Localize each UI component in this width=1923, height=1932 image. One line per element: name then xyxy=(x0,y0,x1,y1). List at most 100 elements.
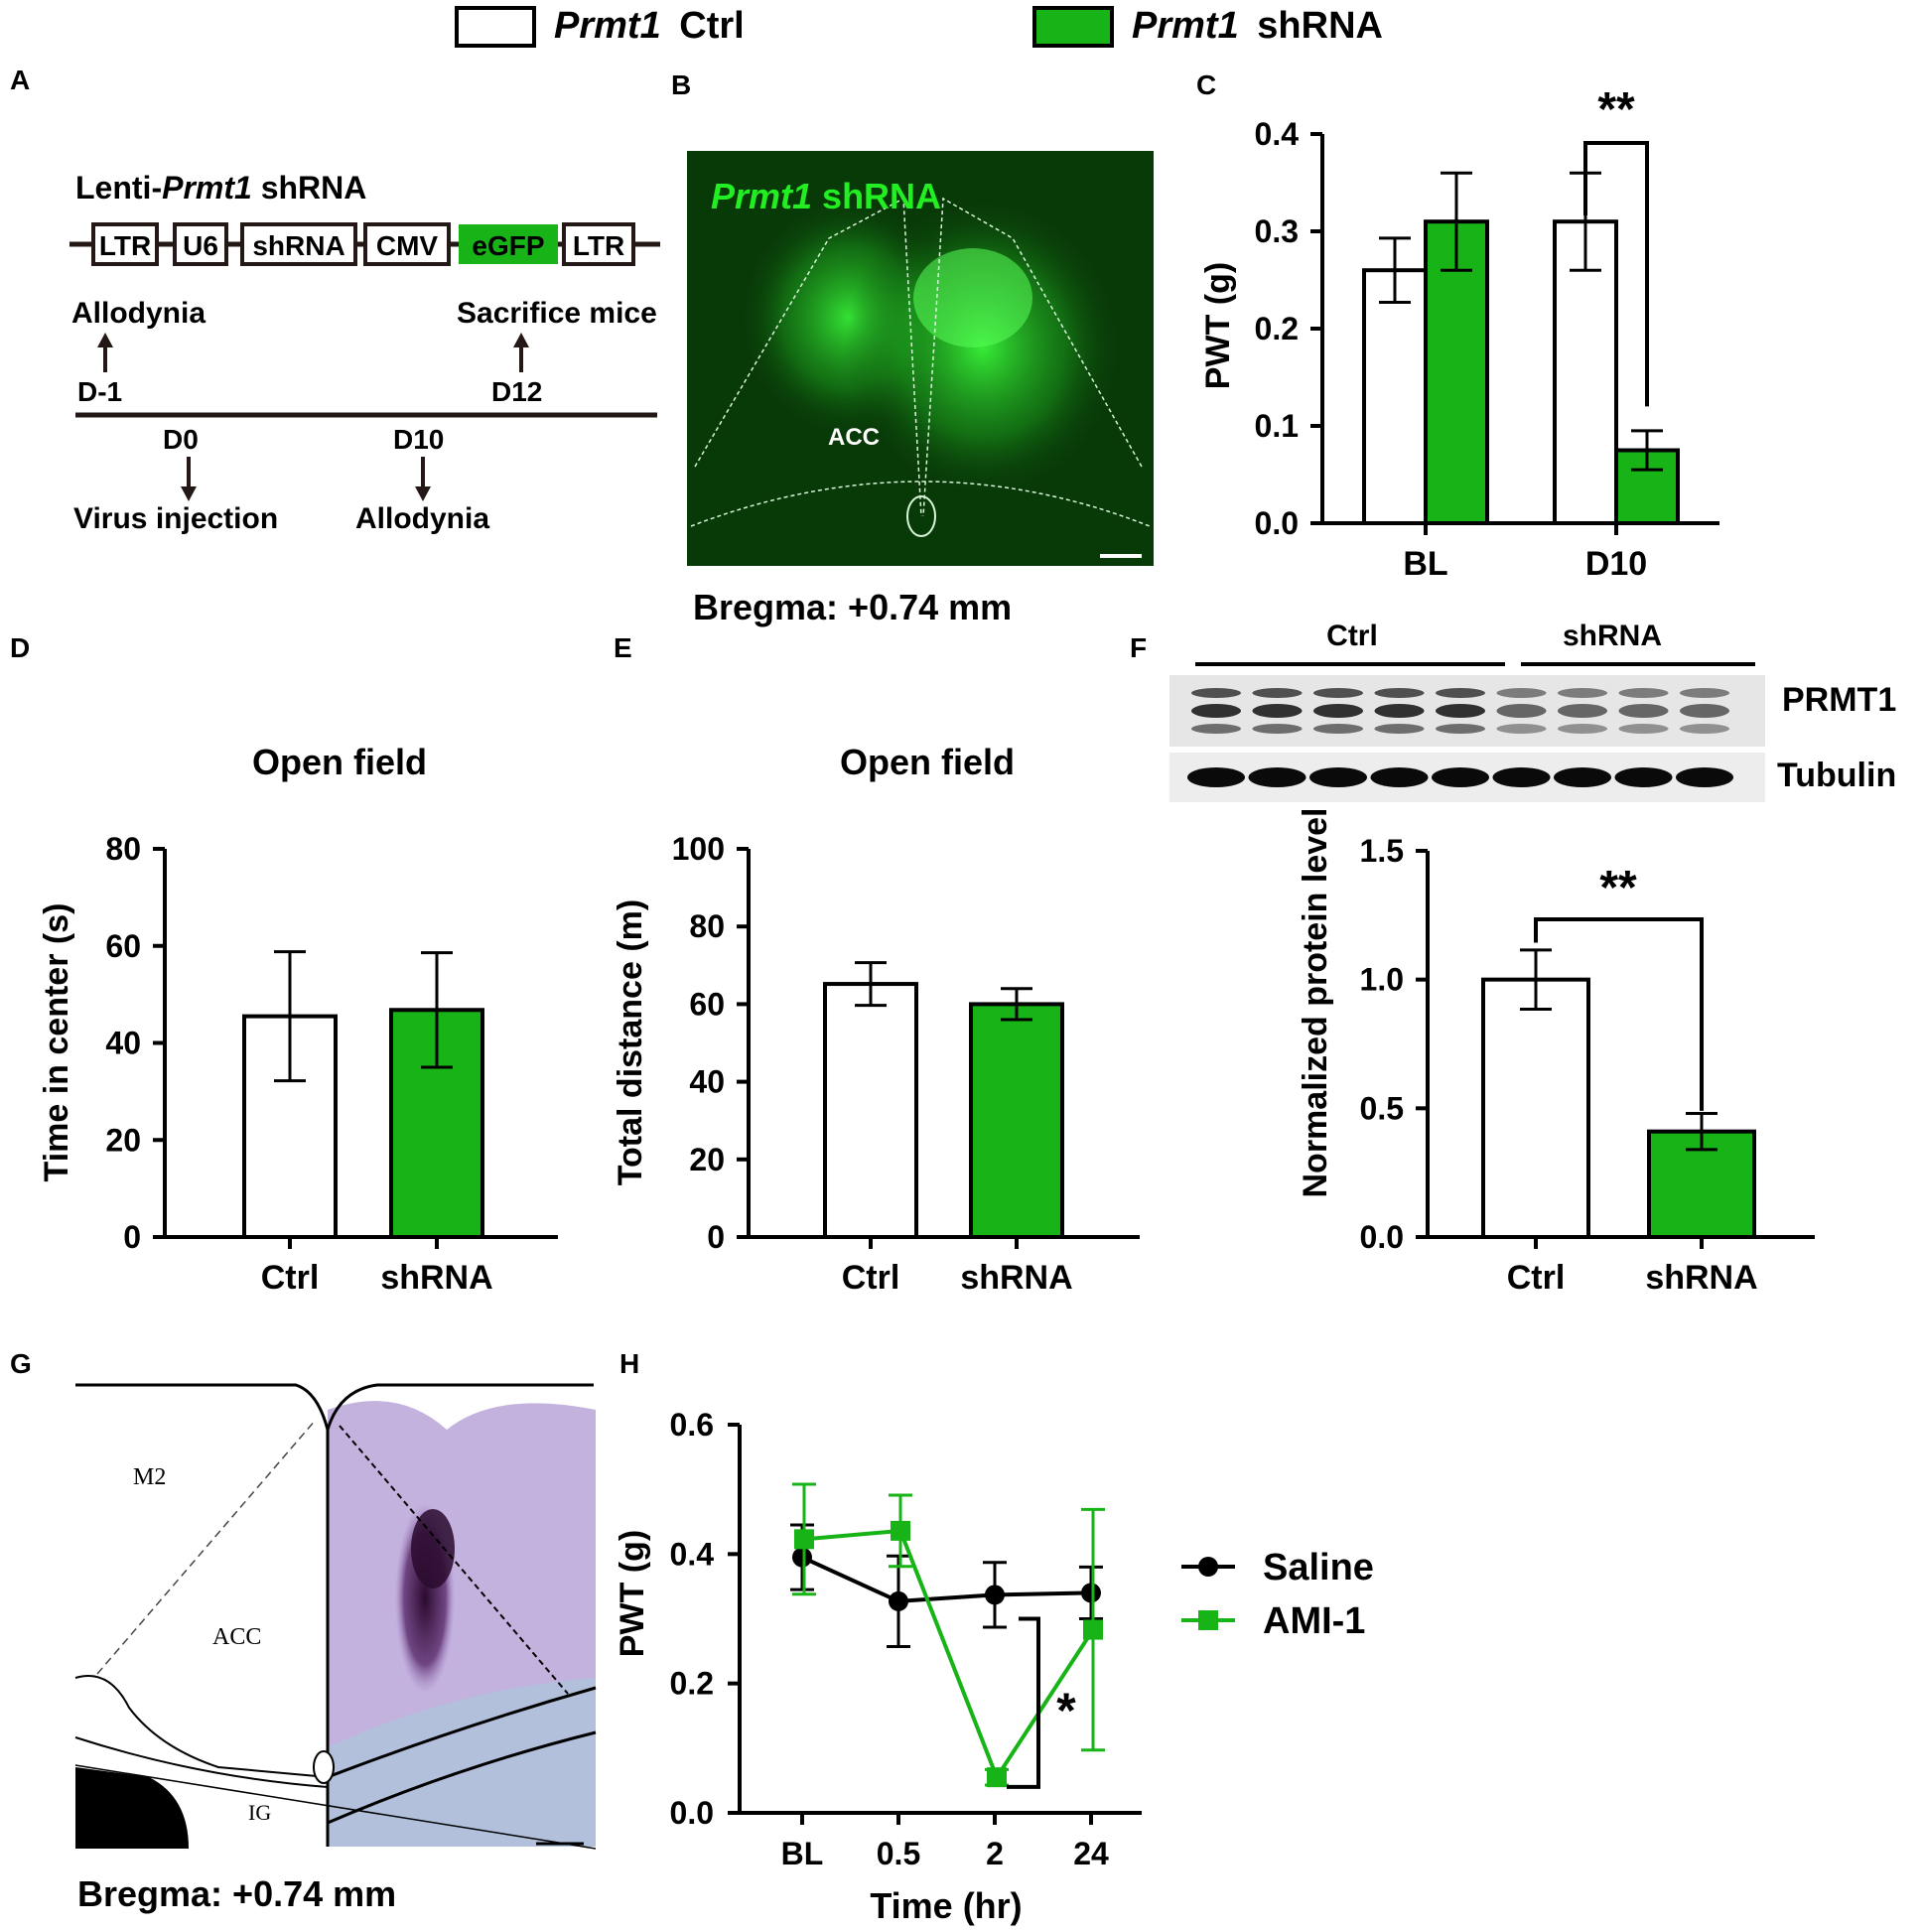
y-tick-label: 0 xyxy=(707,1219,725,1255)
x-tick-label: D10 xyxy=(1585,545,1647,583)
event-label-d12: Sacrifice mice xyxy=(457,297,657,330)
bar-ctrl xyxy=(1481,977,1590,1240)
panel-b-micrograph: Prmt1 shRNA ACC xyxy=(687,151,1154,566)
series-line-ami-1 xyxy=(803,1528,1095,1782)
atlas-dorsal-edge xyxy=(326,1383,594,1431)
blot-tubulin-band xyxy=(1370,767,1429,787)
chart-e: Open field Total distance (m) 0 20 40 60 80 1… xyxy=(612,742,1140,1297)
legend-marker xyxy=(1198,1557,1218,1577)
significance-f: ** xyxy=(1599,862,1637,914)
construct-label-2: shRNA xyxy=(252,230,344,261)
blot-tubulin-band xyxy=(1676,767,1733,787)
y-tick-label: 0.4 xyxy=(1255,116,1300,152)
blot-prmt1-band-upper xyxy=(1496,688,1547,698)
legend-marker xyxy=(1198,1610,1218,1630)
legend-label-ami-1: AMI-1 xyxy=(1263,1600,1365,1642)
blot-prmt1-band-main xyxy=(1191,704,1241,718)
event-label-dm1: Allodynia xyxy=(71,297,206,330)
region-label-acc: ACC xyxy=(828,424,880,451)
y-tick-label: 1.0 xyxy=(1360,962,1404,998)
blot-prmt1-band-main xyxy=(1252,704,1303,718)
legend-ctrl-label: Ctrl xyxy=(679,5,744,47)
blot-prmt1-band-upper xyxy=(1252,688,1303,698)
significance-bracket-h xyxy=(1007,1616,1040,1789)
panel-label-c: C xyxy=(1196,69,1216,100)
event-label-d0: Virus injection xyxy=(73,502,278,535)
blot-prmt1-band-main xyxy=(1680,704,1729,718)
arrowhead-d12 xyxy=(513,333,529,347)
blot-tubulin-band xyxy=(1614,767,1673,787)
region-label-m2: M2 xyxy=(133,1464,166,1490)
atlas-cc-right-lower xyxy=(327,1730,597,1825)
legend-shrna-gene: Prmt1 xyxy=(1132,5,1239,47)
chart-h-xlabel: Time (hr) xyxy=(870,1885,1022,1926)
top-legend: Prmt1 Ctrl Prmt1 shRNA xyxy=(455,5,1383,48)
blot-prmt1-band-upper xyxy=(1313,688,1363,698)
point-saline xyxy=(1081,1583,1101,1603)
blot-prmt1-band-upper xyxy=(1680,688,1729,698)
event-label-d10: Allodynia xyxy=(355,502,489,535)
blot-prmt1-band-main xyxy=(1558,704,1607,718)
y-tick-label: 20 xyxy=(689,1142,725,1177)
y-tick-label: 100 xyxy=(672,831,725,867)
panel-label-g: G xyxy=(10,1348,32,1379)
chart-h-ylabel: PWT (g) xyxy=(614,1530,651,1657)
blot-prmt1-band-upper xyxy=(1436,688,1485,698)
point-ami-1 xyxy=(987,1767,1007,1788)
svg-text:Prmt1 shRNA: Prmt1 shRNA xyxy=(711,176,941,216)
x-tick-label: 0.5 xyxy=(877,1836,920,1871)
construct-box-3 xyxy=(363,222,451,266)
blot-prmt1-band-upper xyxy=(1558,688,1607,698)
panel-label-h: H xyxy=(619,1348,639,1379)
blot-prmt1-band-lower xyxy=(1191,724,1241,734)
atlas-cc-left-lower xyxy=(74,1736,329,1788)
chart-e-title: Open field xyxy=(840,742,1015,782)
blot-prmt1-band-upper xyxy=(1191,688,1241,698)
panel-f-western-blot: Ctrl shRNA PRMT1 Tubulin xyxy=(1169,620,1896,802)
overlay-gene: Prmt1 xyxy=(711,176,812,216)
blot-prmt1-band-lower xyxy=(1680,724,1729,734)
blot-band-tubulin: Tubulin xyxy=(1777,757,1896,794)
blot-prmt1-band-upper xyxy=(1618,688,1669,698)
y-tick-label: 0.0 xyxy=(1360,1219,1404,1255)
overlay-suffix: shRNA xyxy=(812,176,941,216)
x-tick-label: 2 xyxy=(986,1836,1004,1871)
construct-label-4: eGFP xyxy=(472,230,544,261)
construct-label-3: CMV xyxy=(376,230,439,261)
y-tick-label: 0.0 xyxy=(1255,505,1299,541)
right-hemisphere-signal xyxy=(844,199,1122,496)
legend-ctrl-gene: Prmt1 xyxy=(554,5,661,47)
chart-d-title: Open field xyxy=(252,742,427,782)
y-tick-label: 0.6 xyxy=(670,1407,714,1443)
atlas-midline-vessel xyxy=(313,1750,335,1784)
point-saline xyxy=(889,1590,908,1611)
svg-text:Prmt1 shRNA: Prmt1 shRNA xyxy=(1132,5,1383,47)
blot-tubulin-band xyxy=(1309,767,1367,787)
y-tick-label: 40 xyxy=(105,1026,141,1061)
white-matter-stain xyxy=(328,1678,596,1847)
atlas-cc-left xyxy=(74,1675,329,1778)
chart-d: Open field Time in center (s) 0 20 40 60 80 C… xyxy=(38,742,558,1297)
panel-a: Lenti-Prmt1 shRNA LTR U6 shRNA CMV eGFP LTR A… xyxy=(69,170,660,535)
construct-box-2 xyxy=(240,222,357,266)
blot-prmt1-band-lower xyxy=(1436,724,1485,734)
construct-label-1: U6 xyxy=(183,230,218,261)
blot-tubulin-band xyxy=(1248,767,1306,787)
point-saline xyxy=(792,1547,812,1568)
blot-prmt1-band-main xyxy=(1436,704,1485,718)
y-tick-label: 0.0 xyxy=(670,1795,714,1831)
legend-label-saline: Saline xyxy=(1263,1547,1374,1588)
y-tick-label: 20 xyxy=(105,1122,141,1158)
arrowhead-dm1 xyxy=(97,333,113,347)
blot-lanes xyxy=(1187,688,1733,787)
blot-prmt1-band-main xyxy=(1496,704,1547,718)
construct-box-1 xyxy=(173,222,228,266)
legend-swatch-shrna xyxy=(1032,6,1114,48)
panel-label-e: E xyxy=(614,632,632,663)
y-tick-label: 0.1 xyxy=(1255,408,1299,444)
event-day-d12: D12 xyxy=(491,376,542,407)
significance-h: * xyxy=(1056,1683,1076,1738)
blot-prmt1-band-lower xyxy=(1496,724,1547,734)
atlas-boundary-right xyxy=(339,1425,569,1695)
